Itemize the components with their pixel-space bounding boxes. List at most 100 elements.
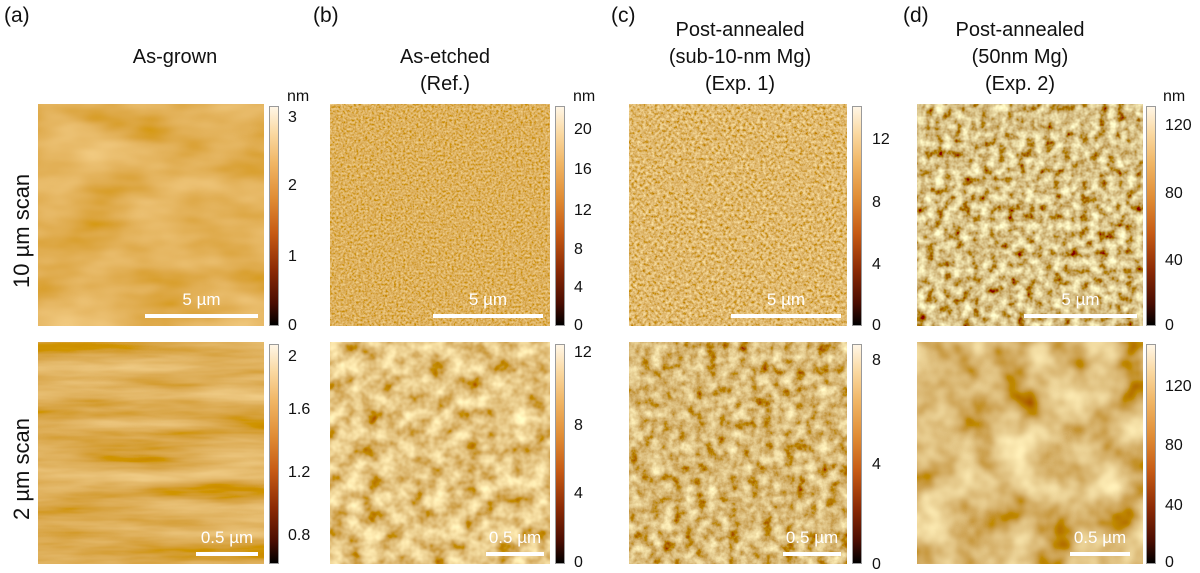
afm-surface xyxy=(629,342,847,564)
afm-surface xyxy=(629,104,847,326)
afm-image-exp1-10um xyxy=(629,104,847,326)
afm-image-as-etched-10um xyxy=(330,104,550,326)
scale-label: 5 µm xyxy=(766,290,806,309)
scale-label: 5 µm xyxy=(182,290,221,309)
afm-image-exp2-10um xyxy=(917,104,1143,326)
afm-image-exp1-2um xyxy=(629,342,847,564)
colorbar-tick: 1.6 xyxy=(288,401,311,418)
colorbar-tick: 80 xyxy=(1165,437,1183,454)
title-line: (sub-10-nm Mg) xyxy=(668,46,812,68)
colorbar-tick: 0 xyxy=(1165,554,1174,571)
colorbar-tick: 8 xyxy=(574,417,583,434)
afm-surface xyxy=(330,104,550,326)
panel-letter-b: (b) xyxy=(313,4,339,27)
unit-label-d: nm xyxy=(1163,88,1186,105)
colorbar-tick: 0 xyxy=(1165,317,1174,334)
colorbar-tick: 2 xyxy=(288,348,297,365)
colorbar-tick: 1.2 xyxy=(288,464,311,481)
colorbar-tick: 40 xyxy=(1165,497,1183,514)
column-title-a: As-grown xyxy=(60,44,290,71)
colorbar-tick: 0 xyxy=(872,317,881,334)
colorbar-tick: 4 xyxy=(574,485,583,502)
title-line: (Exp. 2) xyxy=(984,73,1056,95)
afm-texture xyxy=(38,342,264,564)
colorbar-a-top xyxy=(269,106,279,326)
colorbar-d-bottom xyxy=(1146,344,1156,564)
scale-bar xyxy=(1024,314,1137,318)
title-line: (Exp. 1) xyxy=(704,73,776,95)
unit-label-b: nm xyxy=(573,88,596,105)
column-title-c: Post-annealed (sub-10-nm Mg) (Exp. 1) xyxy=(625,17,855,98)
colorbar-tick: 2 xyxy=(288,177,297,194)
panel-letter-a: (a) xyxy=(4,4,30,27)
scale-bar xyxy=(145,314,258,318)
colorbar-tick: 16 xyxy=(574,161,592,178)
colorbar-c-top xyxy=(852,106,862,326)
scale-label: 0.5 µm xyxy=(488,528,542,547)
afm-image-as-grown-10um xyxy=(38,104,264,326)
afm-image-exp2-2um xyxy=(917,342,1143,564)
colorbar-tick: 0.8 xyxy=(288,527,311,544)
title-line: As-etched xyxy=(399,46,491,68)
afm-surface xyxy=(917,342,1143,564)
colorbar-tick: 0 xyxy=(574,554,583,571)
scale-bar xyxy=(486,552,544,556)
colorbar-tick: 12 xyxy=(872,131,890,148)
afm-texture xyxy=(917,104,1143,326)
scale-label: 5 µm xyxy=(1061,290,1100,309)
colorbar-tick: 4 xyxy=(872,256,881,273)
title-line: Post-annealed xyxy=(955,19,1085,41)
column-title-b: As-etched (Ref.) xyxy=(330,44,560,98)
afm-texture xyxy=(330,104,550,326)
colorbar-tick: 8 xyxy=(872,194,881,211)
title-line: Post-annealed xyxy=(675,19,805,41)
row-label-10um: 10 µm scan xyxy=(9,173,34,288)
colorbar-tick: 8 xyxy=(872,352,881,369)
scale-label: 5 µm xyxy=(468,290,508,309)
colorbar-tick: 20 xyxy=(574,121,592,138)
colorbar-c-bottom xyxy=(852,344,862,564)
colorbar-tick: 3 xyxy=(288,109,297,126)
row-label-2um: 2 µm scan xyxy=(9,418,34,520)
colorbar-tick: 0 xyxy=(574,317,583,334)
afm-surface xyxy=(38,104,264,326)
colorbar-tick: 120 xyxy=(1165,117,1192,134)
scale-label: 0.5 µm xyxy=(200,528,254,547)
afm-texture xyxy=(629,342,847,564)
unit-label-a: nm xyxy=(287,88,310,105)
colorbar-d-top xyxy=(1146,106,1156,326)
colorbar-tick: 8 xyxy=(574,241,583,258)
afm-texture xyxy=(330,342,550,564)
scale-bar xyxy=(1070,552,1130,556)
colorbar-tick: 12 xyxy=(574,202,592,219)
colorbar-b-bottom xyxy=(555,344,565,564)
afm-texture xyxy=(917,342,1143,564)
colorbar-tick: 120 xyxy=(1165,378,1192,395)
scale-bar xyxy=(196,552,258,556)
colorbar-tick: 1 xyxy=(288,248,297,265)
afm-texture xyxy=(629,104,847,326)
afm-surface xyxy=(917,104,1143,326)
colorbar-tick: 80 xyxy=(1165,185,1183,202)
panel-letter-d: (d) xyxy=(903,4,929,27)
colorbar-tick: 4 xyxy=(872,456,881,473)
title-line: (50nm Mg) xyxy=(971,46,1069,68)
scale-label: 0.5 µm xyxy=(1073,528,1127,547)
colorbar-tick: 4 xyxy=(574,279,583,296)
title-line: As-grown xyxy=(132,46,218,68)
colorbar-b-top xyxy=(555,106,565,326)
afm-texture xyxy=(38,104,264,326)
colorbar-tick: 0 xyxy=(288,317,297,334)
colorbar-tick: 12 xyxy=(574,344,592,361)
column-title-d: Post-annealed (50nm Mg) (Exp. 2) xyxy=(905,17,1135,98)
afm-surface xyxy=(330,342,550,564)
afm-image-as-etched-2um xyxy=(330,342,550,564)
title-line: (Ref.) xyxy=(420,73,470,95)
colorbar-tick: 0 xyxy=(872,556,881,573)
afm-image-as-grown-2um xyxy=(38,342,264,564)
panel-letter-c: (c) xyxy=(611,4,636,27)
afm-surface xyxy=(38,342,264,564)
colorbar-a-bottom xyxy=(269,344,279,564)
scale-bar xyxy=(783,552,841,556)
scale-label: 0.5 µm xyxy=(785,528,839,547)
